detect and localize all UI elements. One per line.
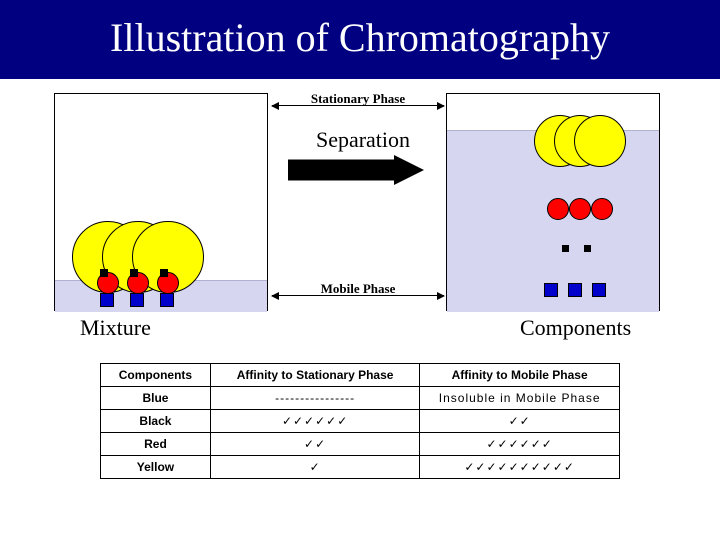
black-square [130, 269, 138, 277]
table-row: Red✓✓✓✓✓✓✓✓ [101, 433, 620, 456]
table-header-row: Components Affinity to Stationary Phase … [101, 364, 620, 387]
components-caption: Components [520, 315, 631, 341]
cell-component: Red [101, 433, 211, 456]
blue-square [160, 293, 174, 307]
cell-stationary: ✓ [210, 456, 419, 479]
blue-square [130, 293, 144, 307]
cell-stationary: ✓✓ [210, 433, 419, 456]
separation-arrow [288, 155, 424, 205]
cell-component: Blue [101, 387, 211, 410]
page-title: Illustration of Chromatography [0, 14, 720, 61]
blue-square [568, 283, 582, 297]
col-stationary: Affinity to Stationary Phase [210, 364, 419, 387]
black-square [562, 245, 569, 252]
mixture-caption: Mixture [80, 315, 151, 341]
red-circle [547, 198, 569, 220]
cell-mobile: ✓✓✓✓✓✓ [420, 433, 620, 456]
red-circle [591, 198, 613, 220]
blue-square [100, 293, 114, 307]
title-bar: Illustration of Chromatography [0, 0, 720, 79]
blue-square [544, 283, 558, 297]
table-row: Yellow✓✓✓✓✓✓✓✓✓✓✓ [101, 456, 620, 479]
affinity-table: Components Affinity to Stationary Phase … [100, 363, 620, 479]
table-row: Blue----------------Insoluble in Mobile … [101, 387, 620, 410]
cell-stationary: ---------------- [210, 387, 419, 410]
stationary-phase-arrow [272, 105, 444, 106]
black-square [100, 269, 108, 277]
col-components: Components [101, 364, 211, 387]
col-mobile: Affinity to Mobile Phase [420, 364, 620, 387]
mobile-phase-arrow [272, 295, 444, 296]
cell-component: Yellow [101, 456, 211, 479]
cell-mobile: Insoluble in Mobile Phase [420, 387, 620, 410]
yellow-circle [574, 115, 626, 167]
cell-stationary: ✓✓✓✓✓✓ [210, 410, 419, 433]
table-row: Black✓✓✓✓✓✓✓✓ [101, 410, 620, 433]
blue-square [592, 283, 606, 297]
black-square [160, 269, 168, 277]
black-square [584, 245, 591, 252]
cell-mobile: ✓✓✓✓✓✓✓✓✓✓ [420, 456, 620, 479]
cell-component: Black [101, 410, 211, 433]
diagram-area: Stationary PhaseMobile PhaseSeparationMi… [0, 79, 720, 339]
cell-mobile: ✓✓ [420, 410, 620, 433]
red-circle [569, 198, 591, 220]
diagram-label: Separation [288, 127, 438, 153]
